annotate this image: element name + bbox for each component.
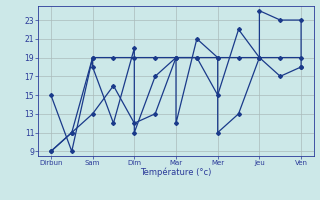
X-axis label: Température (°c): Température (°c)	[140, 168, 212, 177]
